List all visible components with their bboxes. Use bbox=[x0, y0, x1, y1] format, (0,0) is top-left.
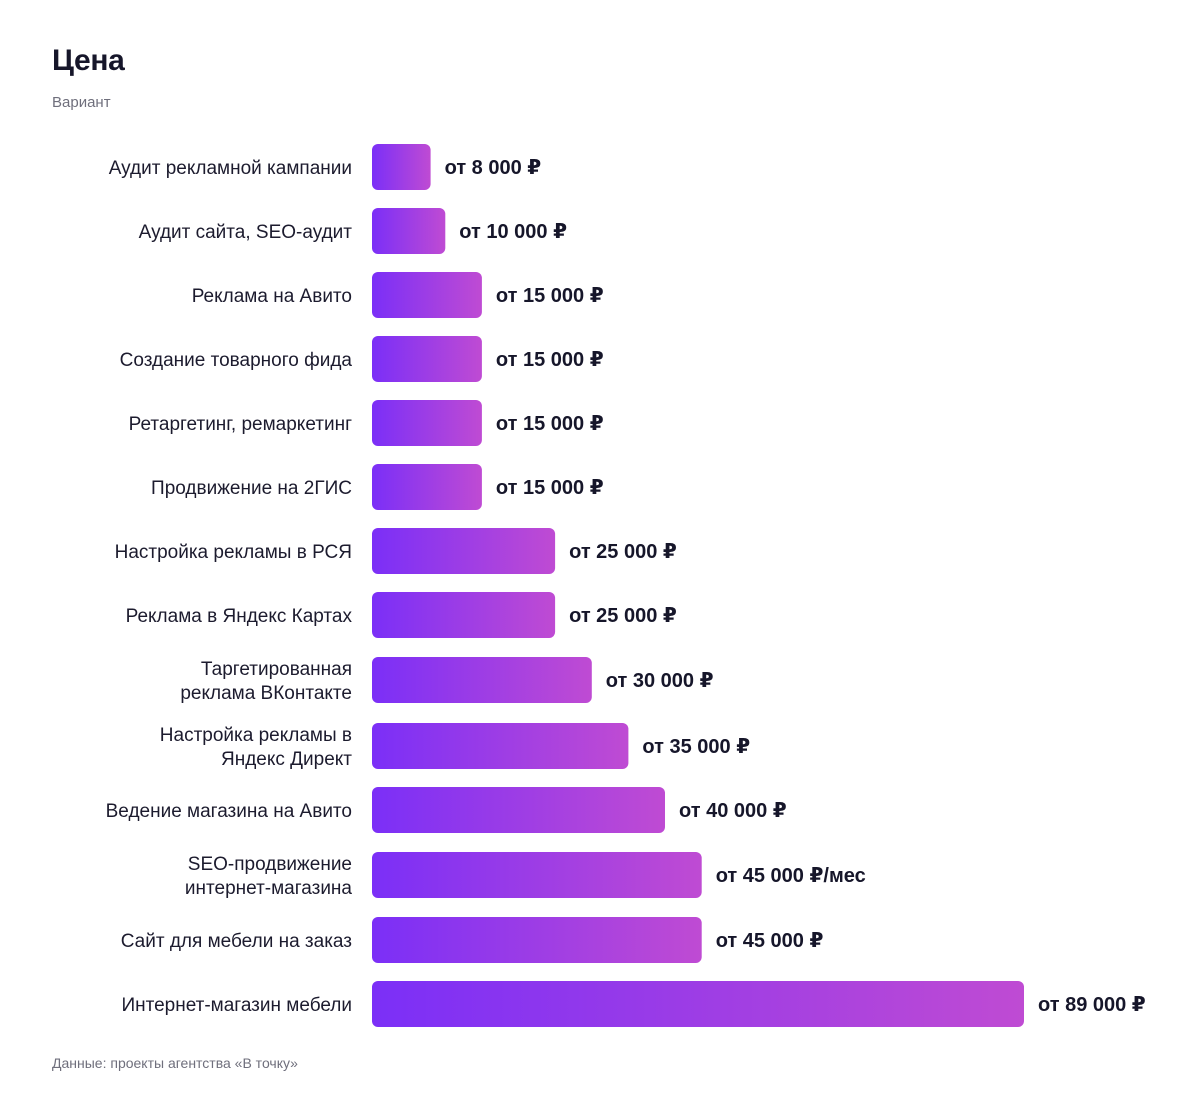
category-label-10: Ведение магазина на Авито bbox=[106, 801, 352, 822]
bar-7 bbox=[372, 592, 556, 638]
bar-13 bbox=[372, 981, 1024, 1027]
bar-5 bbox=[372, 464, 482, 510]
category-label-9: Настройка рекламы в Яндекс Директ bbox=[160, 725, 353, 770]
value-label-13: от 89 000 ₽ bbox=[1038, 994, 1146, 1016]
value-label-2: от 15 000 ₽ bbox=[496, 285, 604, 307]
category-label-6: Настройка рекламы в РСЯ bbox=[115, 542, 352, 563]
chart-subtitle: Вариант bbox=[52, 94, 111, 111]
bar-1 bbox=[372, 208, 446, 254]
value-label-4: от 15 000 ₽ bbox=[496, 413, 604, 435]
bar-3 bbox=[372, 336, 482, 382]
value-label-7: от 25 000 ₽ bbox=[569, 605, 677, 627]
category-label-11: SEO-продвижение интернет-магазина bbox=[185, 854, 352, 899]
bar-9 bbox=[372, 723, 629, 769]
category-label-3: Создание товарного фида bbox=[120, 350, 353, 371]
category-label-4: Ретаргетинг, ремаркетинг bbox=[129, 414, 352, 435]
category-label-7: Реклама в Яндекс Картах bbox=[126, 606, 353, 627]
source-footnote: Данные: проекты агентства «В точку» bbox=[52, 1055, 298, 1071]
value-label-8: от 30 000 ₽ bbox=[606, 670, 714, 692]
value-label-0: от 8 000 ₽ bbox=[445, 157, 542, 179]
bar-11 bbox=[372, 852, 702, 898]
category-label-5: Продвижение на 2ГИС bbox=[151, 478, 352, 499]
chart-title: Цена bbox=[52, 44, 125, 77]
value-label-1: от 10 000 ₽ bbox=[459, 221, 567, 243]
category-label-0: Аудит рекламной кампании bbox=[109, 158, 352, 179]
bars-group: Аудит рекламной кампании от 8 000 ₽ Аудит … bbox=[106, 144, 1146, 1027]
value-label-3: от 15 000 ₽ bbox=[496, 349, 604, 371]
value-label-9: от 35 000 ₽ bbox=[642, 736, 750, 758]
bar-8 bbox=[372, 657, 592, 703]
bar-4 bbox=[372, 400, 482, 446]
value-label-6: от 25 000 ₽ bbox=[569, 541, 677, 563]
category-label-2: Реклама на Авито bbox=[192, 286, 352, 307]
value-label-5: от 15 000 ₽ bbox=[496, 477, 604, 499]
bar-12 bbox=[372, 917, 702, 963]
category-label-13: Интернет-магазин мебели bbox=[121, 995, 352, 1016]
bar-2 bbox=[372, 272, 482, 318]
category-label-8: Таргетированная реклама ВКонтакте bbox=[180, 659, 352, 704]
value-label-11: от 45 000 ₽/мес bbox=[716, 865, 866, 887]
bar-10 bbox=[372, 787, 665, 833]
bar-6 bbox=[372, 528, 556, 574]
value-label-12: от 45 000 ₽ bbox=[716, 930, 824, 952]
category-label-12: Сайт для мебели на заказ bbox=[121, 931, 352, 952]
bar-0 bbox=[372, 144, 431, 190]
category-label-1: Аудит сайта, SEO-аудит bbox=[139, 222, 353, 243]
value-label-10: от 40 000 ₽ bbox=[679, 800, 787, 822]
